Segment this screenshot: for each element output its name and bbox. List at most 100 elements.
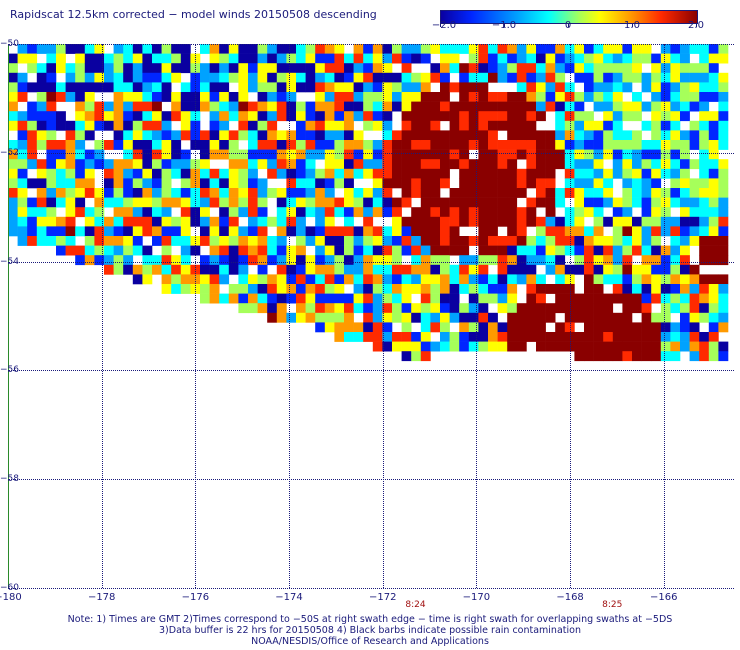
data-cell <box>516 111 527 122</box>
data-cell <box>363 63 374 74</box>
data-cell <box>161 264 172 275</box>
data-cell <box>238 245 249 256</box>
data-cell <box>276 293 287 304</box>
data-cell <box>488 149 498 160</box>
data-cell <box>142 168 153 179</box>
longitude-label: −178 <box>87 592 116 603</box>
data-cell <box>123 92 134 102</box>
data-cell <box>670 149 681 160</box>
data-cell <box>478 149 489 160</box>
data-cell <box>46 140 57 150</box>
data-cell <box>401 341 412 352</box>
data-cell <box>632 322 642 333</box>
data-cell <box>209 197 220 208</box>
data-cell <box>603 322 614 333</box>
data-cell <box>488 236 498 246</box>
data-cell <box>449 312 460 323</box>
data-cell <box>478 216 489 227</box>
data-cell <box>526 216 537 227</box>
data-cell <box>612 255 623 266</box>
data-cell <box>382 53 393 64</box>
data-cell <box>660 312 671 323</box>
data-cell <box>699 111 710 122</box>
data-cell <box>257 92 268 102</box>
data-cell <box>516 322 527 333</box>
data-cell <box>430 236 441 246</box>
data-cell <box>123 63 134 74</box>
data-cell <box>324 72 335 83</box>
data-cell <box>344 255 354 266</box>
data-cell <box>507 255 518 266</box>
data-cell <box>545 149 556 160</box>
data-cell <box>584 293 594 304</box>
data-cell <box>324 101 335 112</box>
data-cell <box>75 226 86 237</box>
data-cell <box>632 236 642 246</box>
data-cell <box>584 255 594 266</box>
data-cell <box>516 188 527 198</box>
data-cell <box>84 44 95 54</box>
data-cell <box>516 216 527 227</box>
data-cell <box>660 332 671 342</box>
data-cell <box>248 178 258 189</box>
data-cell <box>593 63 604 74</box>
data-cell <box>46 101 57 112</box>
data-cell <box>459 168 470 179</box>
data-cell <box>113 82 124 93</box>
data-cell <box>315 274 326 285</box>
data-cell <box>171 188 182 198</box>
data-cell <box>392 264 402 275</box>
data-cell <box>94 245 105 256</box>
data-cell <box>344 236 354 246</box>
data-cell <box>622 284 633 294</box>
data-cell <box>670 168 681 179</box>
data-cell <box>238 303 249 314</box>
data-cell <box>363 197 374 208</box>
data-cell <box>276 188 287 198</box>
data-cell <box>641 312 652 323</box>
data-cell <box>478 101 489 112</box>
data-cell <box>459 130 470 141</box>
data-cell <box>200 130 210 141</box>
data-cell <box>324 120 335 131</box>
data-cell <box>171 130 182 141</box>
data-cell <box>593 101 604 112</box>
data-cell <box>161 168 172 179</box>
data-cell <box>8 226 18 237</box>
data-cell <box>718 197 729 208</box>
data-cell <box>574 264 585 275</box>
data-cell <box>56 216 66 227</box>
data-cell <box>478 255 489 266</box>
data-cell <box>305 130 316 141</box>
data-cell <box>641 207 652 218</box>
data-cell <box>123 111 134 122</box>
data-cell <box>238 226 249 237</box>
data-cell <box>670 120 681 131</box>
data-cell <box>296 63 306 74</box>
data-cell <box>17 236 28 246</box>
data-cell <box>152 216 162 227</box>
data-cell <box>267 312 278 323</box>
data-cell <box>718 72 729 83</box>
data-cell <box>651 130 662 141</box>
data-cell <box>564 111 575 122</box>
data-cell <box>56 53 66 64</box>
data-cell <box>507 284 518 294</box>
data-cell <box>200 216 210 227</box>
data-cell <box>267 120 278 131</box>
data-cell <box>305 101 316 112</box>
data-cell <box>324 312 335 323</box>
data-cell <box>564 322 575 333</box>
data-cell <box>545 197 556 208</box>
data-cell <box>555 255 566 266</box>
data-cell <box>238 44 249 54</box>
data-cell <box>324 255 335 266</box>
data-cell <box>468 188 479 198</box>
data-cell <box>545 236 556 246</box>
data-cell <box>689 274 700 285</box>
data-cell <box>449 207 460 218</box>
data-cell <box>622 245 633 256</box>
data-cell <box>593 140 604 150</box>
footnotes: Note: 1) Times are GMT 2)Times correspon… <box>0 614 740 647</box>
data-cell <box>152 188 162 198</box>
